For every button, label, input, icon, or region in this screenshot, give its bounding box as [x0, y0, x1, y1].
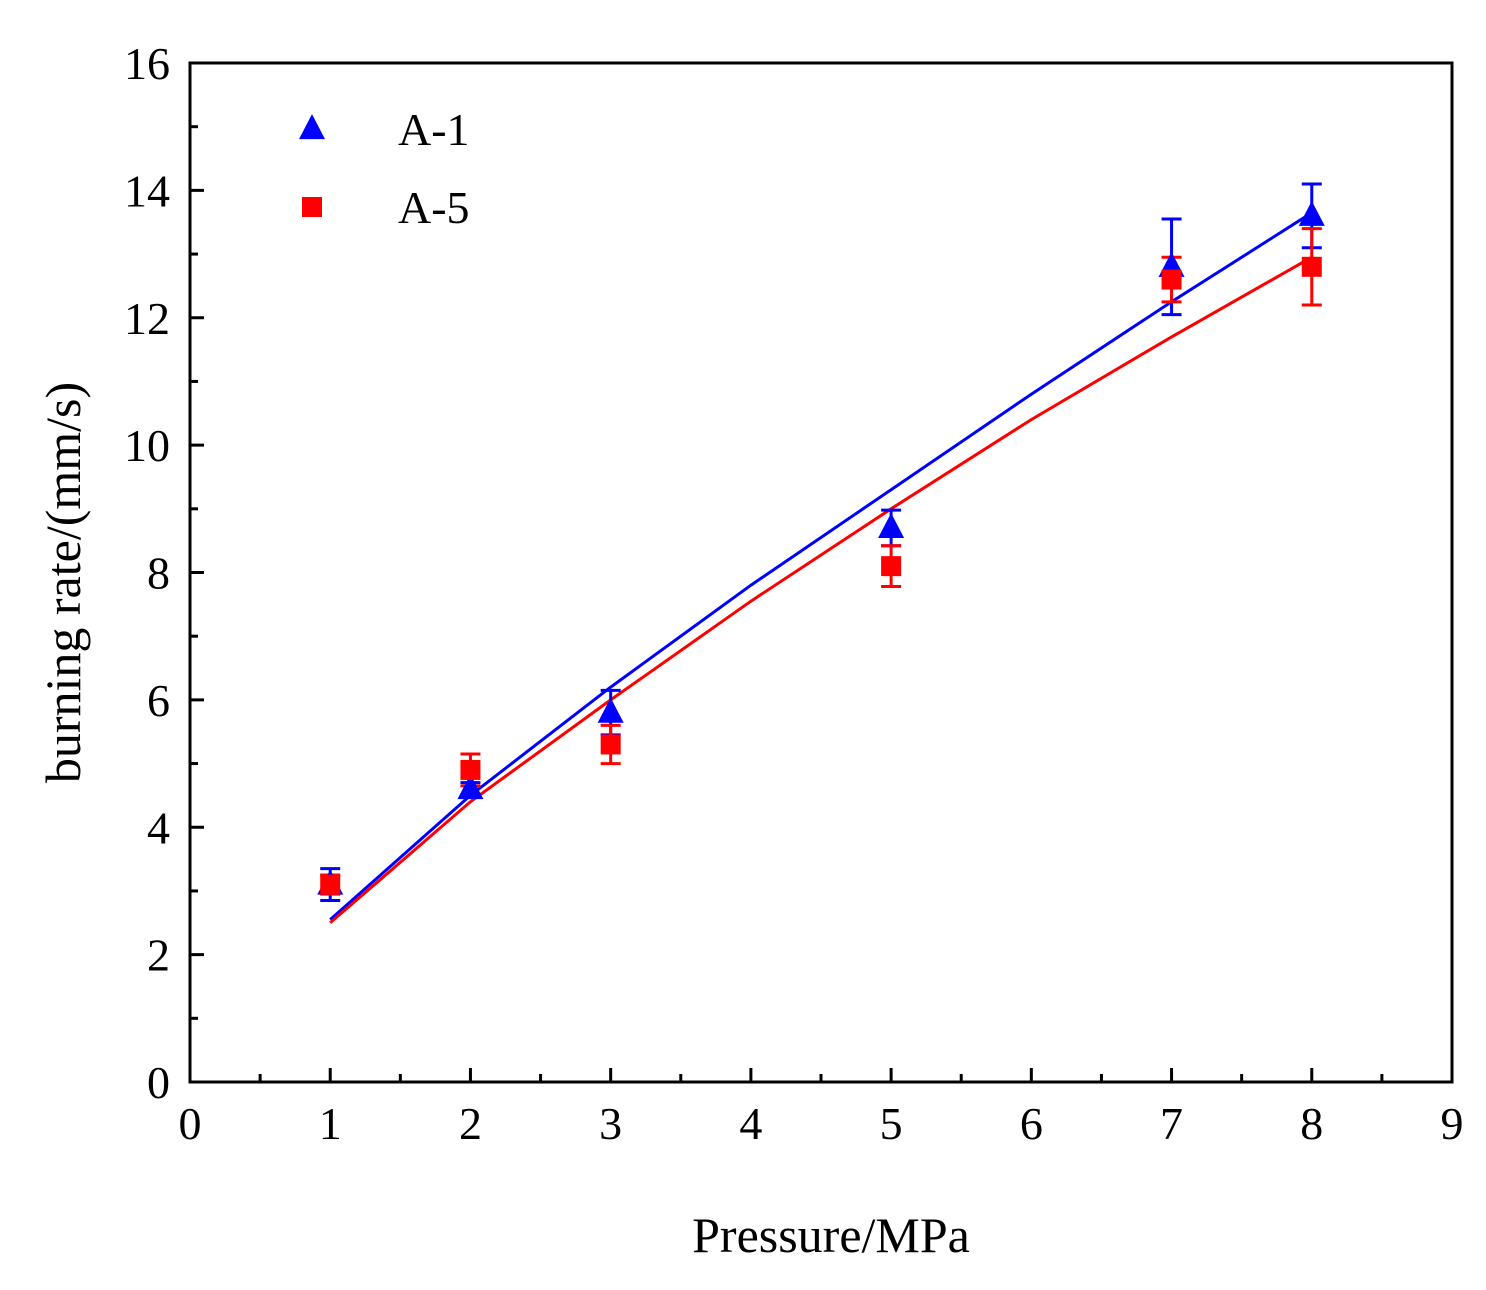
x-tick-label: 6	[1020, 1098, 1043, 1149]
data-point-a-1	[1298, 200, 1325, 226]
y-tick-label: 4	[147, 802, 170, 853]
x-tick-label: 5	[880, 1098, 903, 1149]
x-tick-label: 0	[179, 1098, 202, 1149]
y-tick-label: 8	[147, 548, 170, 599]
data-point-a-5	[1301, 256, 1322, 277]
data-point-a-1	[457, 774, 484, 800]
legend-marker-a-5	[302, 197, 322, 217]
x-tick-label: 4	[739, 1098, 762, 1149]
y-tick-label: 0	[147, 1057, 170, 1108]
y-tick-label: 2	[147, 930, 170, 981]
legend-label-a-5: A-5	[398, 182, 470, 233]
x-tick-label: 9	[1441, 1098, 1464, 1149]
y-tick-label: 10	[124, 420, 170, 471]
x-tick-label: 2	[459, 1098, 482, 1149]
data-point-a-5	[600, 734, 621, 755]
fit-lines	[329, 211, 1313, 924]
x-tick-label: 3	[599, 1098, 622, 1149]
y-tick-label: 6	[147, 675, 170, 726]
y-tick-label: 16	[124, 38, 170, 89]
legend: A-1 A-5	[299, 104, 470, 233]
data-point-a-1	[597, 697, 624, 723]
fit-line-a-5	[329, 255, 1313, 924]
y-tick-label: 14	[124, 165, 170, 216]
fit-line-a-1	[329, 211, 1313, 921]
data-point-a-5	[881, 556, 902, 577]
y-axis-title: burning rate/(mm/s)	[35, 382, 91, 783]
legend-marker-a-1	[299, 114, 325, 140]
data-point-a-1	[878, 513, 905, 538]
data-points	[317, 200, 1325, 895]
legend-label-a-1: A-1	[398, 104, 470, 155]
x-tick-label: 1	[319, 1098, 342, 1149]
axes	[188, 61, 1454, 1084]
axis-labels: 0 1 2 3 4 5 6 7 8 90246810121416Pressure/MPaburni…	[35, 38, 1464, 1263]
data-point-a-5	[460, 759, 481, 780]
plot-frame	[188, 61, 1454, 1084]
data-point-a-5	[320, 874, 341, 895]
x-tick-label: 8	[1300, 1098, 1323, 1149]
x-tick-label: 7	[1160, 1098, 1183, 1149]
data-point-a-5	[1161, 269, 1182, 290]
y-tick-label: 12	[124, 293, 170, 344]
x-axis-title: Pressure/MPa	[692, 1207, 970, 1263]
